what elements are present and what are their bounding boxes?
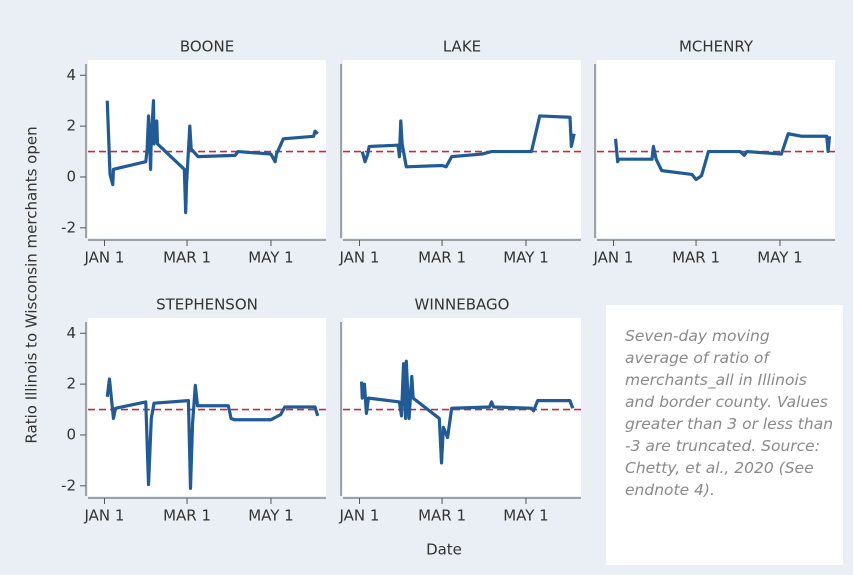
- panel-title: WINNEBAGO: [415, 296, 510, 314]
- x-tick-label: MAY 1: [248, 249, 294, 267]
- y-tick-label: -2: [61, 476, 76, 494]
- x-tick-label: MAY 1: [503, 507, 549, 525]
- series-line: [359, 359, 575, 465]
- y-tick-label: 4: [66, 66, 76, 84]
- x-tick-label: JAN 1: [84, 249, 125, 267]
- x-tick-label: MAR 1: [163, 507, 211, 525]
- panel-title: LAKE: [443, 38, 481, 56]
- x-tick-label: JAN 1: [339, 507, 380, 525]
- y-axis-label: Ratio Illinois to Wisconsin merchants op…: [23, 126, 41, 443]
- series-line: [360, 114, 576, 169]
- x-axis-label: Date: [426, 541, 462, 559]
- y-tick-label: 2: [66, 375, 76, 393]
- note: Seven-day moving average of ratio of mer…: [606, 305, 843, 565]
- x-tick-label: MAR 1: [672, 249, 720, 267]
- panel-title: MCHENRY: [679, 38, 754, 56]
- x-tick-label: JAN 1: [339, 249, 380, 267]
- x-tick-label: JAN 1: [84, 507, 125, 525]
- series-line: [105, 99, 319, 215]
- y-tick-label: 4: [66, 324, 76, 342]
- plot: [88, 99, 326, 215]
- plot: [597, 132, 835, 182]
- panel: [343, 60, 581, 238]
- x-tick-label: MAY 1: [757, 249, 803, 267]
- y-tick-label: 2: [66, 117, 76, 135]
- panel: [597, 60, 835, 238]
- plot: [343, 359, 581, 465]
- plot: [343, 114, 581, 169]
- panel-title: BOONE: [180, 38, 234, 56]
- y-tick-label: 0: [66, 167, 76, 185]
- series-line: [613, 132, 832, 182]
- panel-title: STEPHENSON: [156, 296, 258, 314]
- x-tick-label: MAR 1: [163, 249, 211, 267]
- series-line: [105, 377, 320, 490]
- y-tick-label: 0: [66, 425, 76, 443]
- panel: [88, 60, 326, 238]
- x-tick-label: MAR 1: [418, 249, 466, 267]
- plot: [88, 377, 326, 490]
- x-tick-label: MAY 1: [503, 249, 549, 267]
- x-tick-label: JAN 1: [593, 249, 634, 267]
- x-tick-label: MAY 1: [248, 507, 294, 525]
- x-tick-label: MAR 1: [418, 507, 466, 525]
- y-tick-label: -2: [61, 218, 76, 236]
